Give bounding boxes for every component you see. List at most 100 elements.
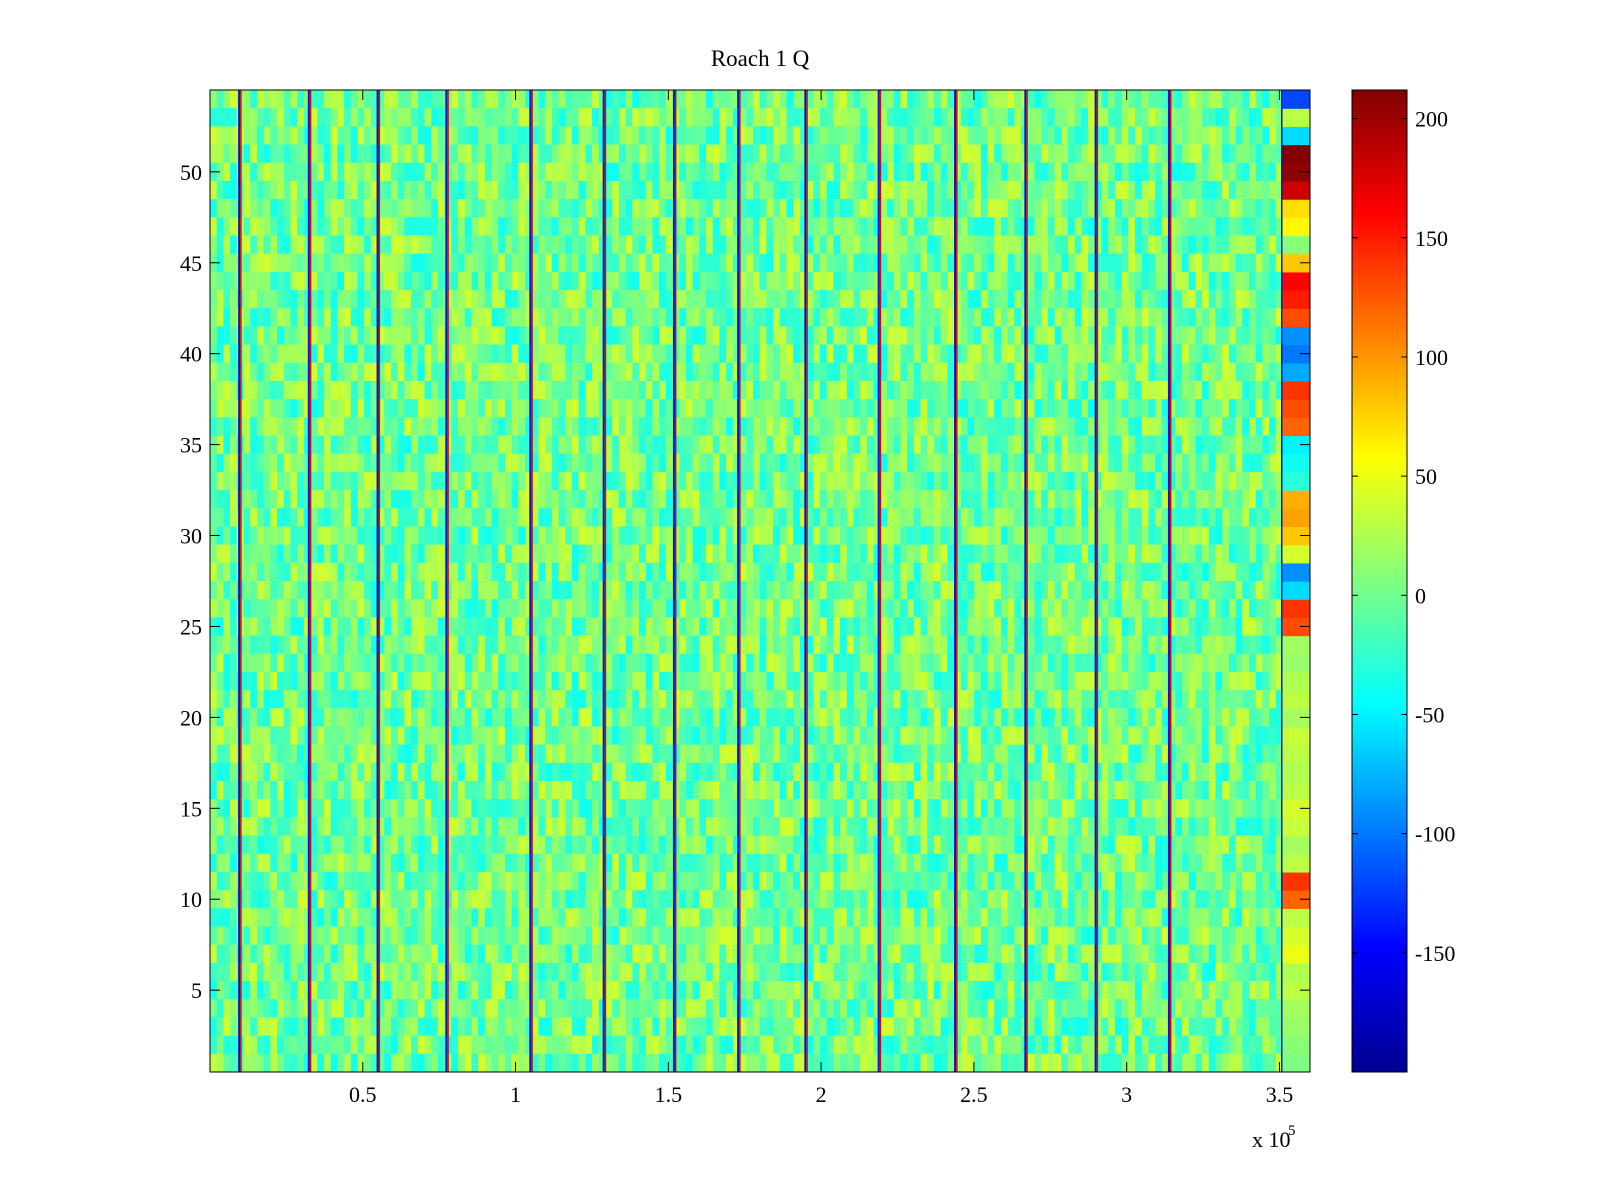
- heatmap-cell: [1242, 399, 1250, 418]
- heatmap-cell: [1054, 326, 1062, 346]
- heatmap-cell: [511, 326, 519, 346]
- heatmap-cell: [1128, 544, 1136, 564]
- heatmap-cell: [632, 635, 640, 655]
- heatmap-cell: [1114, 417, 1123, 437]
- heatmap-cell: [887, 290, 895, 309]
- heatmap-cell: [1181, 490, 1190, 509]
- heatmap-cell: [1121, 90, 1129, 109]
- heatmap-cell: [370, 253, 379, 273]
- heatmap-cell: [793, 635, 801, 655]
- heatmap-cell: [1128, 308, 1136, 328]
- heatmap-cell: [431, 380, 439, 400]
- heatmap-cell: [974, 599, 982, 618]
- heatmap-cell: [1161, 435, 1170, 455]
- heatmap-cell: [927, 562, 935, 582]
- heatmap-cell: [518, 599, 526, 618]
- heatmap-cell: [685, 90, 694, 109]
- heatmap-cell: [330, 617, 338, 637]
- heatmap-cell: [1128, 90, 1136, 109]
- heatmap-cell: [645, 562, 653, 582]
- heatmap-cell: [1181, 471, 1190, 491]
- heatmap-cell: [1114, 453, 1123, 473]
- heatmap-cell: [793, 126, 801, 146]
- heatmap-cell: [880, 399, 888, 418]
- heatmap-cells: [210, 90, 1284, 1072]
- heatmap-cell: [243, 508, 251, 528]
- heatmap-cell: [1094, 399, 1103, 418]
- heatmap-cell: [1255, 326, 1263, 346]
- heatmap-cell: [1269, 380, 1277, 400]
- heatmap-cell: [632, 326, 640, 346]
- heatmap-cell: [779, 144, 788, 164]
- heatmap-cell: [712, 635, 721, 655]
- heatmap-cell: [1228, 217, 1237, 237]
- heatmap-cell: [377, 199, 385, 218]
- heatmap-cell: [592, 162, 600, 182]
- heatmap-cell: [337, 344, 345, 364]
- heatmap-cell: [1208, 90, 1217, 109]
- heatmap-cell: [545, 90, 553, 109]
- heatmap-cell: [424, 435, 432, 455]
- heatmap-cell: [920, 581, 928, 600]
- heatmap-cell: [310, 471, 318, 491]
- heatmap-cell: [1181, 235, 1190, 255]
- heatmap-cell: [471, 90, 479, 109]
- heatmap-cell: [1054, 217, 1062, 237]
- heatmap-cell: [612, 253, 620, 273]
- heatmap-cell: [967, 235, 975, 255]
- heatmap-cell: [256, 290, 265, 309]
- heatmap-cell: [263, 526, 271, 546]
- heatmap-cell: [1007, 126, 1015, 146]
- heatmap-cell: [565, 471, 573, 491]
- heatmap-cell: [940, 526, 948, 546]
- heatmap-cell: [1088, 417, 1096, 437]
- heatmap-cell: [411, 417, 419, 437]
- heatmap-cell: [1208, 417, 1217, 437]
- heatmap-cell: [1000, 344, 1009, 364]
- heatmap-cell: [290, 235, 298, 255]
- heatmap-cell: [793, 399, 801, 418]
- heatmap-cell: [980, 599, 989, 618]
- heatmap-cell: [712, 180, 721, 200]
- heatmap-cell: [699, 581, 707, 600]
- heatmap-cell: [283, 435, 292, 455]
- heatmap-cell: [1034, 453, 1042, 473]
- heatmap-cell: [498, 344, 506, 364]
- heatmap-cell: [625, 308, 633, 328]
- heatmap-cell: [471, 635, 479, 655]
- heatmap-cell: [297, 490, 305, 509]
- heatmap-cell: [685, 362, 694, 382]
- heatmap-cell: [866, 635, 875, 655]
- heatmap-cell: [471, 235, 479, 255]
- heatmap-cell: [1081, 581, 1089, 600]
- heatmap-cell: [451, 126, 459, 146]
- heatmap-cell: [866, 362, 875, 382]
- heatmap-cell: [571, 217, 580, 237]
- heatmap-cell: [779, 508, 788, 528]
- heatmap-cell: [525, 290, 533, 309]
- heatmap-cell: [618, 180, 627, 200]
- heatmap-cell: [1047, 562, 1056, 582]
- heatmap-cell: [1074, 635, 1082, 655]
- heatmap-cell: [1014, 526, 1022, 546]
- heatmap-cell: [605, 562, 613, 582]
- heatmap-cell: [230, 453, 238, 473]
- heatmap-cell: [1242, 453, 1250, 473]
- heatmap-cell: [860, 635, 868, 655]
- heatmap-cell: [571, 562, 580, 582]
- heatmap-cell: [1228, 380, 1237, 400]
- heatmap-cell: [712, 326, 721, 346]
- heatmap-cell: [639, 435, 647, 455]
- heatmap-cell: [243, 108, 251, 127]
- heatmap-cell: [960, 162, 969, 182]
- heatmap-cell: [1242, 235, 1250, 255]
- heatmap-cell: [1114, 308, 1123, 328]
- heatmap-cell: [746, 562, 754, 582]
- heatmap-cell: [605, 417, 613, 437]
- heatmap-cell: [712, 290, 721, 309]
- heatmap-cell: [1094, 526, 1103, 546]
- heatmap-cell: [525, 453, 533, 473]
- heatmap-cell: [357, 399, 365, 418]
- heatmap-cell: [491, 362, 499, 382]
- heatmap-cell: [699, 599, 707, 618]
